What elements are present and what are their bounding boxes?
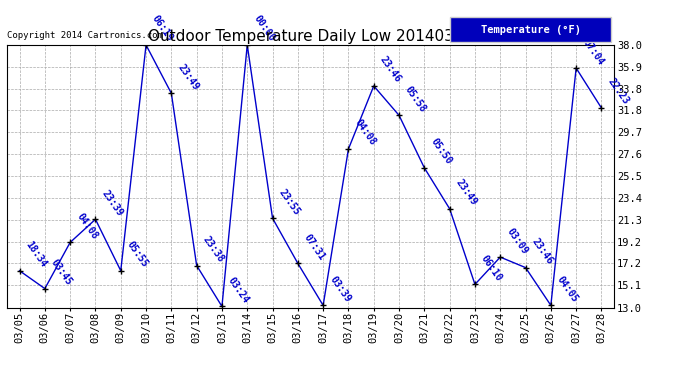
Text: 04:08: 04:08 [75, 211, 99, 241]
Text: 04:08: 04:08 [353, 118, 377, 147]
Text: 07:31: 07:31 [302, 232, 327, 262]
Text: 03:39: 03:39 [327, 274, 353, 304]
Text: 22:23: 22:23 [606, 77, 631, 106]
Text: 23:49: 23:49 [175, 62, 201, 92]
Text: 23:55: 23:55 [277, 187, 302, 217]
Text: 18:34: 18:34 [23, 240, 49, 269]
Text: 04:05: 04:05 [555, 274, 580, 304]
Title: Outdoor Temperature Daily Low 20140329: Outdoor Temperature Daily Low 20140329 [148, 29, 473, 44]
Text: 23:38: 23:38 [201, 234, 226, 264]
Text: 05:50: 05:50 [428, 136, 453, 166]
Text: 05:55: 05:55 [125, 240, 150, 269]
Text: Temperature (°F): Temperature (°F) [481, 25, 580, 35]
Text: 05:58: 05:58 [403, 84, 428, 114]
Text: 23:46: 23:46 [530, 236, 555, 266]
Text: 06:10: 06:10 [479, 253, 504, 283]
Text: 03:24: 03:24 [226, 275, 251, 305]
Text: Copyright 2014 Cartronics.com: Copyright 2014 Cartronics.com [7, 31, 163, 40]
Text: 23:39: 23:39 [99, 188, 125, 218]
Text: 07:04: 07:04 [580, 37, 605, 67]
Text: 06:19: 06:19 [150, 14, 175, 44]
Text: 00:00: 00:00 [251, 14, 277, 44]
Text: 23:49: 23:49 [454, 178, 479, 207]
Bar [450, 18, 611, 42]
Text: 03:45: 03:45 [49, 257, 74, 287]
Text: 23:46: 23:46 [378, 55, 403, 84]
Text: 03:09: 03:09 [504, 226, 529, 256]
